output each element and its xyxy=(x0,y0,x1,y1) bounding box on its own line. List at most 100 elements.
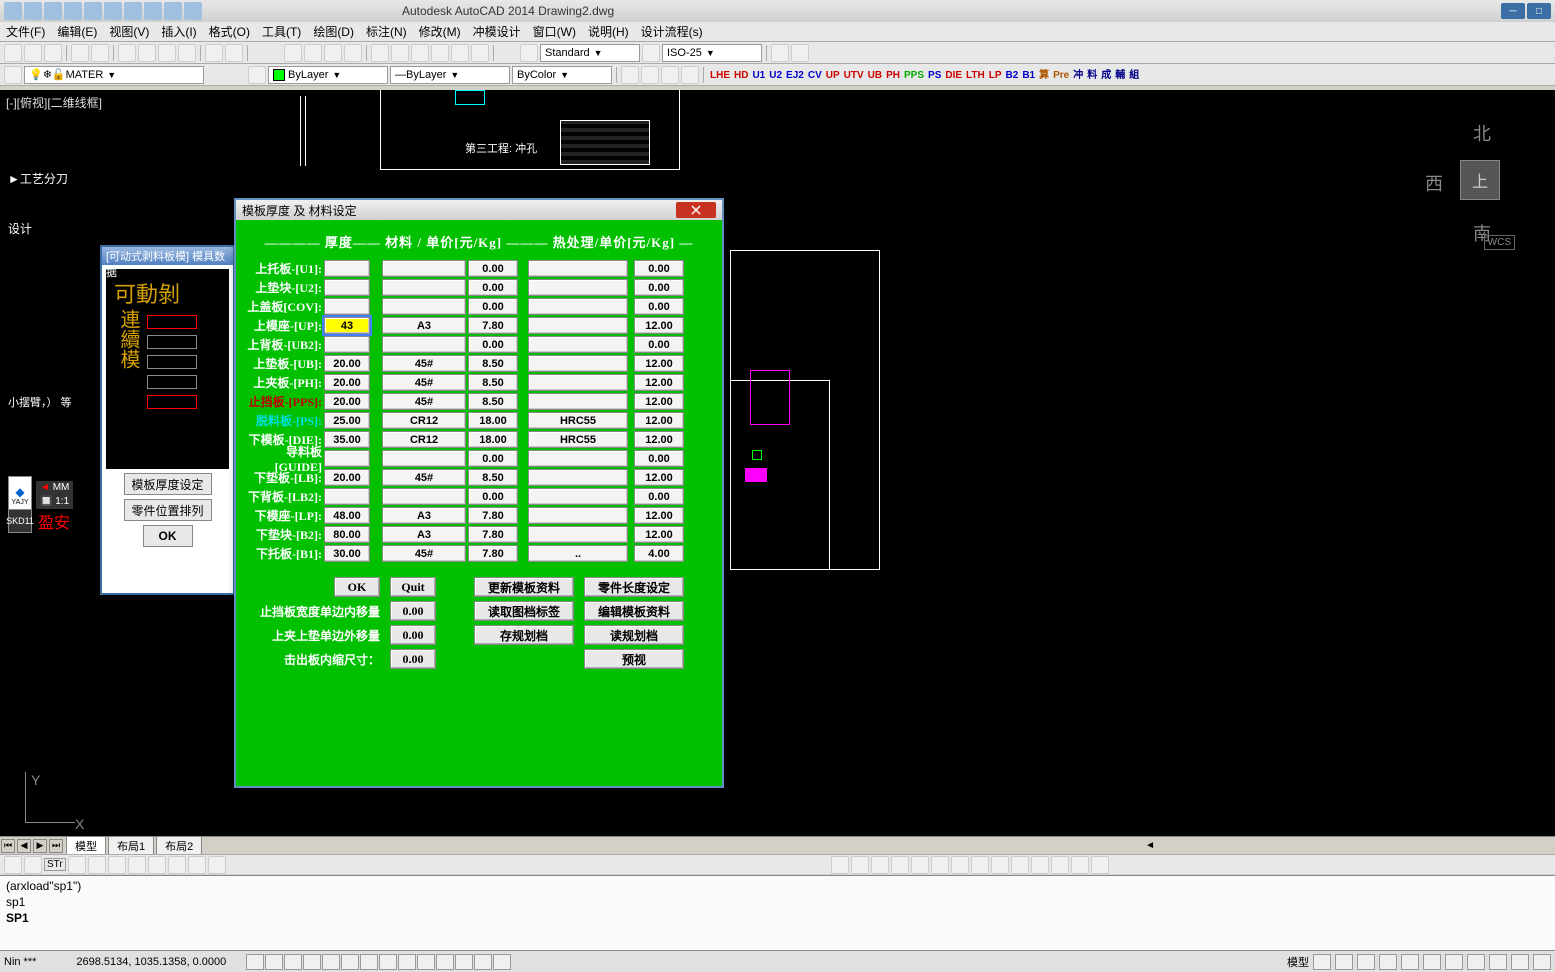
cell-input[interactable] xyxy=(324,298,370,315)
sb-tpy-icon[interactable] xyxy=(436,954,454,970)
bt-icon[interactable] xyxy=(951,856,969,874)
preview-button[interactable]: 预视 xyxy=(584,649,684,669)
cell-input[interactable]: A3 xyxy=(382,526,466,543)
cell-input[interactable]: 8.50 xyxy=(468,393,518,410)
menu-insert[interactable]: 插入(I) xyxy=(161,23,196,40)
cell-input[interactable] xyxy=(528,450,628,467)
bt-icon[interactable] xyxy=(4,856,22,874)
tb-ssm-icon[interactable] xyxy=(431,44,449,62)
cell-input[interactable] xyxy=(528,355,628,372)
bt-icon[interactable] xyxy=(931,856,949,874)
cell-input[interactable] xyxy=(382,279,466,296)
sb-3dosnap-icon[interactable] xyxy=(341,954,359,970)
sb-qp-icon[interactable] xyxy=(455,954,473,970)
sb-otrack-icon[interactable] xyxy=(360,954,378,970)
bt-icon[interactable] xyxy=(148,856,166,874)
tb-zoomprev-icon[interactable] xyxy=(344,44,362,62)
cell-input[interactable] xyxy=(528,507,628,524)
tb-zoom-icon[interactable] xyxy=(304,44,322,62)
bt-icon[interactable] xyxy=(1051,856,1069,874)
colorbar-料[interactable]: 料 xyxy=(1085,66,1099,82)
combo-layer[interactable]: 💡❄🔓 MATER▼ xyxy=(24,66,204,84)
qat-icon[interactable] xyxy=(44,2,62,20)
bt-icon[interactable] xyxy=(1031,856,1049,874)
cell-input[interactable]: 12.00 xyxy=(634,374,684,391)
cell-input[interactable]: 0.00 xyxy=(468,298,518,315)
menu-dim[interactable]: 标注(N) xyxy=(366,23,407,40)
bt-icon[interactable] xyxy=(168,856,186,874)
colorbar-ph[interactable]: PH xyxy=(884,68,902,84)
colorbar-hd[interactable]: HD xyxy=(732,68,750,84)
sb-r-icon[interactable] xyxy=(1467,954,1485,970)
cell-input[interactable]: CR12 xyxy=(382,412,466,429)
cell-input[interactable]: 43 xyxy=(324,317,370,334)
cell-input[interactable]: A3 xyxy=(382,507,466,524)
tb-copy-icon[interactable] xyxy=(138,44,156,62)
colorbar-up[interactable]: UP xyxy=(824,68,842,84)
cell-input[interactable] xyxy=(324,488,370,505)
tb-table-icon[interactable] xyxy=(771,44,789,62)
bt-icon[interactable] xyxy=(871,856,889,874)
cell-input[interactable]: 8.50 xyxy=(468,355,518,372)
cell-input[interactable] xyxy=(528,298,628,315)
bt-icon[interactable] xyxy=(188,856,206,874)
tb-ltype-icon[interactable] xyxy=(248,66,266,84)
tb-match-icon[interactable] xyxy=(178,44,196,62)
tb-prop-icon[interactable] xyxy=(371,44,389,62)
menu-die[interactable]: 冲模设计 xyxy=(473,23,521,40)
cell-input[interactable]: CR12 xyxy=(382,431,466,448)
cell-input[interactable]: 20.00 xyxy=(324,374,370,391)
cell-input[interactable] xyxy=(528,469,628,486)
bt-icon[interactable] xyxy=(1011,856,1029,874)
foot-val-3[interactable]: 0.00 xyxy=(390,649,436,669)
tb-new-icon[interactable] xyxy=(4,44,22,62)
cell-input[interactable]: 0.00 xyxy=(634,260,684,277)
tb-layer-icon[interactable] xyxy=(4,66,22,84)
colorbar-lth[interactable]: LTH xyxy=(964,68,987,84)
cell-input[interactable] xyxy=(528,374,628,391)
bt-icon[interactable] xyxy=(24,856,42,874)
colorbar-pps[interactable]: PPS xyxy=(902,68,926,84)
colorbar-pre[interactable]: Pre xyxy=(1051,68,1071,84)
quit-button[interactable]: Quit xyxy=(390,577,436,597)
cell-input[interactable]: 8.50 xyxy=(468,374,518,391)
sb-ducs-icon[interactable] xyxy=(379,954,397,970)
colorbar-b1[interactable]: B1 xyxy=(1020,68,1037,84)
tb-cut-icon[interactable] xyxy=(118,44,136,62)
colorbar-組[interactable]: 組 xyxy=(1127,66,1141,82)
dialog2-position-button[interactable]: 零件位置排列 xyxy=(124,499,212,521)
tb-redo-icon[interactable] xyxy=(225,44,243,62)
cell-input[interactable] xyxy=(528,526,628,543)
colorbar-ej2[interactable]: EJ2 xyxy=(784,68,806,84)
cell-input[interactable]: 35.00 xyxy=(324,431,370,448)
menu-draw[interactable]: 绘图(D) xyxy=(313,23,354,40)
cell-input[interactable]: 0.00 xyxy=(468,260,518,277)
cell-input[interactable]: 0.00 xyxy=(468,336,518,353)
cell-input[interactable]: 4.00 xyxy=(634,545,684,562)
bt-icon[interactable] xyxy=(831,856,849,874)
bt-icon[interactable] xyxy=(911,856,929,874)
combo-iso[interactable]: ISO-25▼ xyxy=(662,44,762,62)
sb-r-icon[interactable] xyxy=(1445,954,1463,970)
editmat-button[interactable]: 编辑模板资料 xyxy=(584,601,684,621)
cell-input[interactable] xyxy=(528,488,628,505)
readlbl-button[interactable]: 读取图档标签 xyxy=(474,601,574,621)
qat-icon[interactable] xyxy=(124,2,142,20)
bt-icon[interactable] xyxy=(891,856,909,874)
tb-misc-icon[interactable] xyxy=(621,66,639,84)
cell-input[interactable]: A3 xyxy=(382,317,466,334)
colorbar-lp[interactable]: LP xyxy=(987,68,1004,84)
cell-input[interactable]: 45# xyxy=(382,393,466,410)
cell-input[interactable]: 12.00 xyxy=(634,355,684,372)
bt-icon[interactable] xyxy=(128,856,146,874)
qat-icon[interactable] xyxy=(104,2,122,20)
menu-help[interactable]: 说明(H) xyxy=(588,23,629,40)
cell-input[interactable] xyxy=(382,336,466,353)
sb-r-icon[interactable] xyxy=(1533,954,1551,970)
tab-nav-last-icon[interactable]: ⏭ xyxy=(49,839,63,853)
cell-input[interactable]: .. xyxy=(528,545,628,562)
qat-icon[interactable] xyxy=(144,2,162,20)
minimize-button[interactable]: ─ xyxy=(1501,3,1525,19)
sb-r-icon[interactable] xyxy=(1379,954,1397,970)
colorbar-冲[interactable]: 冲 xyxy=(1071,66,1085,82)
